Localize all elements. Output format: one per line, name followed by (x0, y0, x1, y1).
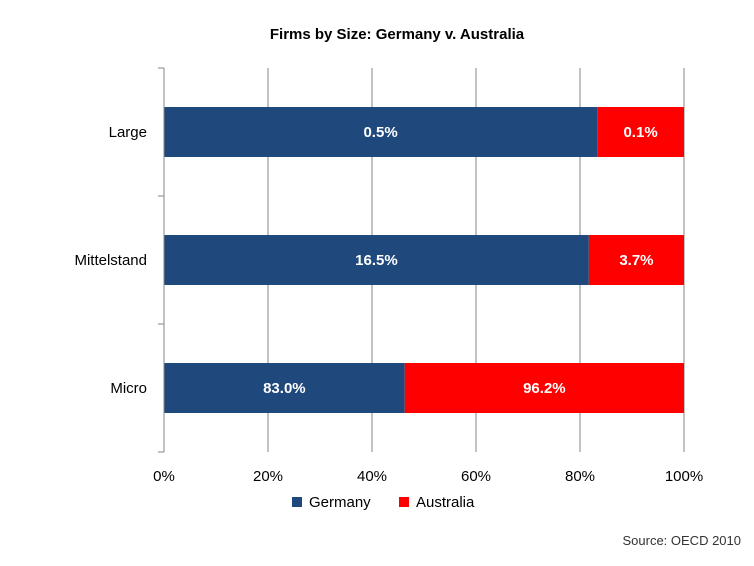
bar-australia (588, 235, 684, 285)
x-tick-label: 80% (565, 468, 595, 485)
legend-swatch-germany (292, 497, 302, 507)
bars: 0.5% 0.1% 16.5% 3.7% 83.0% 96.2% (164, 107, 684, 413)
legend-label-australia: Australia (416, 494, 475, 511)
bar-data-label: 16.5% (355, 252, 398, 269)
source-note: Source: OECD 2010 (622, 533, 741, 548)
bar-germany (164, 107, 598, 157)
x-tick-label: 60% (461, 468, 491, 485)
bar-germany (164, 363, 405, 413)
x-tick-label: 40% (357, 468, 387, 485)
x-tick-label: 20% (253, 468, 283, 485)
bar-data-label: 3.7% (619, 252, 653, 269)
axes: 0% 20% 40% 60% 80% 100% Large Mittelstand Micro (74, 67, 703, 485)
category-label: Mittelstand (74, 252, 147, 269)
x-tick-label: 0% (153, 468, 175, 485)
legend: Germany Australia (292, 494, 475, 511)
bar-germany (164, 235, 589, 285)
bar-australia (597, 107, 684, 157)
category-label: Large (109, 124, 147, 141)
chart-title: Firms by Size: Germany v. Australia (270, 26, 525, 43)
bar-data-label: 83.0% (263, 380, 306, 397)
x-tick-label: 100% (665, 468, 703, 485)
category-label: Micro (110, 380, 147, 397)
legend-label-germany: Germany (309, 494, 371, 511)
bar-data-label: 0.1% (623, 124, 657, 141)
bar-data-label: 0.5% (363, 124, 397, 141)
legend-swatch-australia (399, 497, 409, 507)
bar-data-label: 96.2% (523, 380, 566, 397)
bar-australia (404, 363, 684, 413)
